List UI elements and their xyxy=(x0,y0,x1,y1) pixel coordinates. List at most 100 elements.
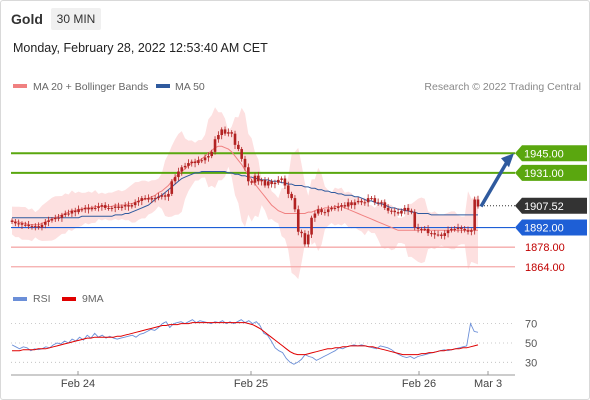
candle-body xyxy=(410,210,413,213)
candle-body xyxy=(370,198,373,200)
candle-body xyxy=(237,144,240,150)
candle-body xyxy=(450,228,453,231)
candle-body xyxy=(340,205,343,207)
candle-body xyxy=(440,234,443,236)
candle-body xyxy=(153,198,157,200)
candle-body xyxy=(280,178,283,180)
level-label-box xyxy=(515,197,587,214)
candle-body xyxy=(40,224,44,228)
candle-body xyxy=(330,207,333,210)
candle-body xyxy=(336,206,340,208)
level-label-support: 1878.00 xyxy=(525,242,565,254)
candle-body xyxy=(163,195,167,197)
candle-body xyxy=(366,198,370,203)
candle-body xyxy=(430,233,433,235)
rsi-legend-swatch xyxy=(13,297,27,301)
candle-body xyxy=(263,179,267,186)
candle-body xyxy=(376,202,380,204)
candle-body xyxy=(117,206,120,208)
rsi-tick-label: 70 xyxy=(525,319,537,331)
candle-body xyxy=(113,206,117,208)
candle-body xyxy=(443,233,447,236)
candle-body xyxy=(183,165,187,168)
candle-body xyxy=(476,199,480,207)
time-axis: Feb 24 Feb 25 Feb 26 Mar 3 xyxy=(11,371,515,390)
candle-body xyxy=(210,151,214,157)
candle-body xyxy=(143,198,147,200)
ma50-line xyxy=(12,171,478,219)
candle-body xyxy=(473,199,476,231)
candle-body xyxy=(17,223,20,225)
level-label-resistance: 1931.00 xyxy=(524,168,564,180)
target-arrow-shaft xyxy=(479,159,510,208)
rsi-tick-label: 30 xyxy=(525,357,537,369)
candle-body xyxy=(326,209,330,213)
level-label-last: 1907.52 xyxy=(524,201,564,213)
time-tick-label: Mar 3 xyxy=(474,378,502,390)
candle-body xyxy=(173,177,177,182)
candle-body xyxy=(223,129,227,134)
price-plot: 1945.00 1931.00 1907.52 1892.00 1878.00 1864.… xyxy=(10,107,587,280)
candle-body xyxy=(296,209,300,232)
candle-body xyxy=(243,158,247,168)
level-label-box xyxy=(515,164,587,181)
candle-body xyxy=(220,129,223,136)
candle-body xyxy=(97,206,100,208)
candle-body xyxy=(130,205,134,207)
candle-body xyxy=(240,149,243,159)
candle-body xyxy=(147,198,150,200)
candle-body xyxy=(316,209,320,214)
candle-body xyxy=(150,198,154,200)
candle-body xyxy=(250,181,253,183)
candle-body xyxy=(27,224,30,227)
candle-body xyxy=(57,217,60,219)
candle-body xyxy=(383,202,387,208)
candle-body xyxy=(217,135,220,140)
candle-body xyxy=(43,221,47,225)
candle-body xyxy=(200,160,204,162)
timeframe-badge[interactable]: 30 MIN xyxy=(51,8,101,30)
candle-body xyxy=(460,227,463,229)
candle-body xyxy=(83,207,87,210)
candle-body xyxy=(346,202,350,207)
candle-body xyxy=(413,212,417,228)
level-label-box xyxy=(515,145,587,162)
candle-body xyxy=(333,207,337,209)
candle-body xyxy=(373,198,377,203)
candle-body xyxy=(87,207,90,210)
rsi-ma-line xyxy=(12,322,479,356)
candle-body xyxy=(10,220,14,222)
rsi-tick-label: 50 xyxy=(525,338,537,350)
candle-body xyxy=(14,221,17,224)
candle-body xyxy=(406,207,410,211)
candle-body xyxy=(157,196,160,199)
rsi-legend-label: RSI xyxy=(33,293,51,305)
candle-body xyxy=(47,220,50,222)
candle-body xyxy=(213,139,217,152)
candle-body xyxy=(77,209,80,213)
level-label-support: 1864.00 xyxy=(525,262,565,274)
candle-body xyxy=(20,223,24,225)
ma20-legend-label: MA 20 + Bollinger Bands xyxy=(33,81,148,93)
candle-body xyxy=(423,228,427,230)
candle-body xyxy=(343,205,347,207)
candle-body xyxy=(456,227,460,229)
candle-body xyxy=(353,202,357,206)
candle-body xyxy=(103,205,107,208)
candle-body xyxy=(306,234,310,245)
rsi-ma-legend-label: 9MA xyxy=(82,293,104,305)
ma20-legend-swatch xyxy=(13,84,27,88)
candle-body xyxy=(426,228,430,234)
candle-body xyxy=(53,217,57,220)
candle-body xyxy=(363,202,367,204)
candle-body xyxy=(293,198,297,210)
candle-body xyxy=(203,157,207,161)
candle-body xyxy=(386,207,390,211)
candle-body xyxy=(283,178,287,186)
candle-body xyxy=(253,175,257,183)
candle-body xyxy=(37,226,40,228)
candle-body xyxy=(63,213,67,215)
candle-body xyxy=(257,175,260,182)
candle-body xyxy=(93,207,97,209)
